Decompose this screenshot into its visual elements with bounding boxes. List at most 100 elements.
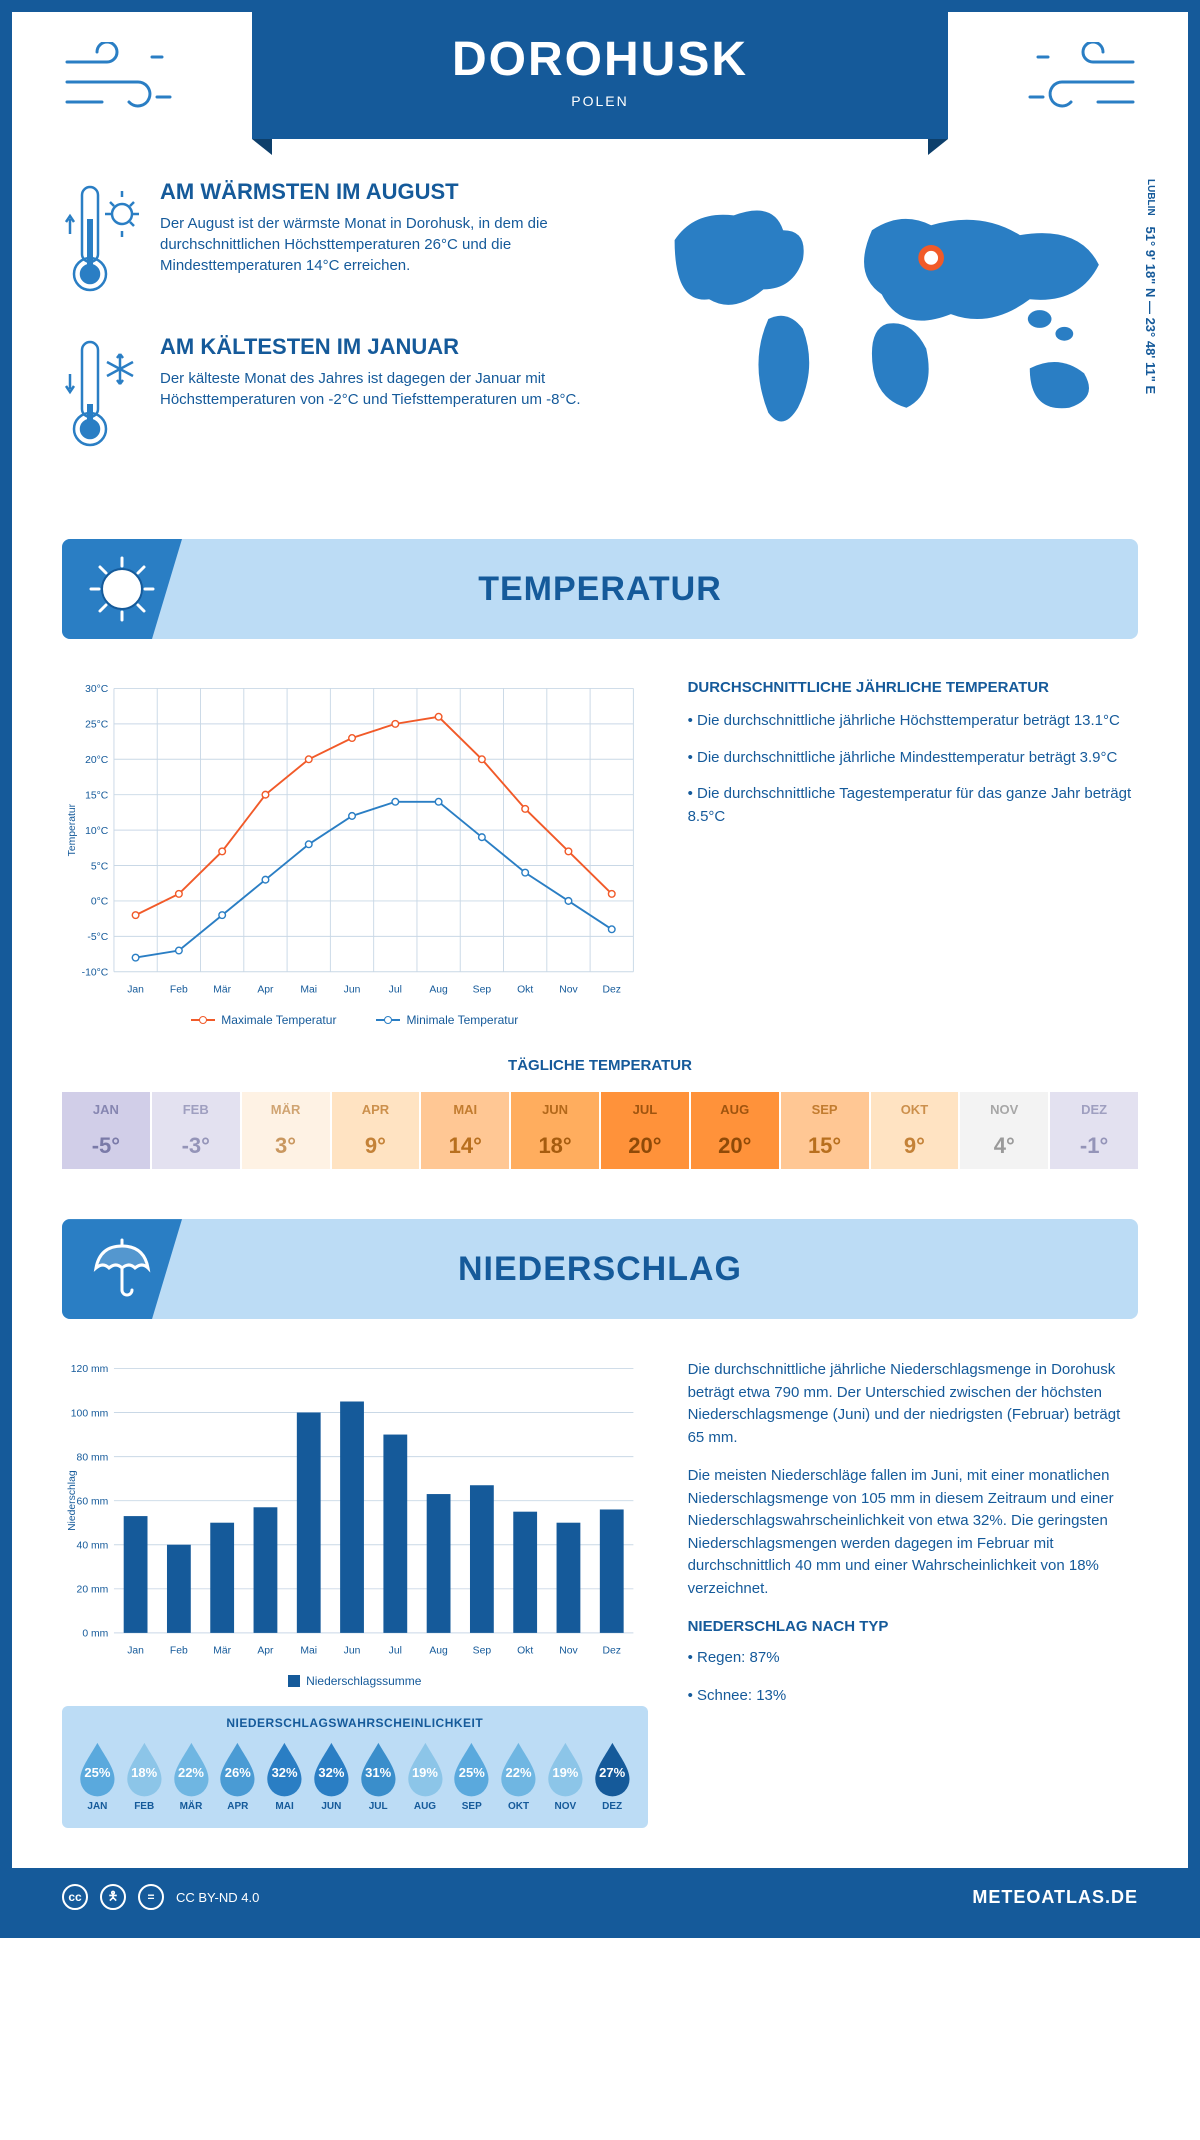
svg-text:Mär: Mär xyxy=(213,1646,231,1657)
svg-text:0 mm: 0 mm xyxy=(82,1629,108,1640)
temp-cell: OKT9° xyxy=(871,1092,959,1169)
umbrella-icon xyxy=(62,1219,182,1319)
intro-section: AM WÄRMSTEN IM AUGUST Der August ist der… xyxy=(12,139,1188,519)
svg-text:100 mm: 100 mm xyxy=(71,1408,108,1419)
cc-icon: cc xyxy=(62,1884,88,1910)
precipitation-bar-chart: 0 mm 20 mm 40 mm 60 mm 80 mm 100 mm 120 mm Jan F… xyxy=(62,1359,648,1688)
svg-text:10°C: 10°C xyxy=(85,826,109,837)
temp-cell: JUN18° xyxy=(511,1092,599,1169)
temp-cell: FEB-3° xyxy=(152,1092,240,1169)
svg-text:Jan: Jan xyxy=(127,1646,144,1657)
svg-text:Mai: Mai xyxy=(300,1646,317,1657)
svg-text:Okt: Okt xyxy=(517,985,533,996)
world-map xyxy=(645,179,1138,459)
svg-text:Aug: Aug xyxy=(429,1646,448,1657)
svg-text:Jun: Jun xyxy=(344,985,361,996)
temp-cell: AUG20° xyxy=(691,1092,779,1169)
svg-text:Feb: Feb xyxy=(170,1646,188,1657)
temp-cell: SEP15° xyxy=(781,1092,869,1169)
chart-legend: Maximale Temperatur Minimale Temperatur xyxy=(62,1013,648,1027)
temp-cell: NOV4° xyxy=(960,1092,1048,1169)
probability-drop: 31%JUL xyxy=(357,1740,400,1812)
daily-temperature-table: TÄGLICHE TEMPERATUR JAN-5°FEB-3°MÄR3°APR… xyxy=(12,1047,1188,1199)
svg-text:Dez: Dez xyxy=(603,985,621,996)
svg-text:Okt: Okt xyxy=(517,1646,533,1657)
coldest-block: AM KÄLTESTEN IM JANUAR Der kälteste Mona… xyxy=(62,334,605,459)
svg-text:30°C: 30°C xyxy=(85,684,109,695)
license-text: CC BY-ND 4.0 xyxy=(176,1890,259,1905)
svg-text:15°C: 15°C xyxy=(85,790,109,801)
temp-cell: APR9° xyxy=(332,1092,420,1169)
svg-text:Nov: Nov xyxy=(559,985,578,996)
svg-text:0°C: 0°C xyxy=(91,897,109,908)
svg-text:Jul: Jul xyxy=(389,1646,402,1657)
svg-text:Aug: Aug xyxy=(429,985,448,996)
temp-cell: MÄR3° xyxy=(242,1092,330,1169)
probability-drop: 22%MÄR xyxy=(170,1740,213,1812)
country-name: POLEN xyxy=(252,93,948,109)
warmest-block: AM WÄRMSTEN IM AUGUST Der August ist der… xyxy=(62,179,605,304)
svg-text:5°C: 5°C xyxy=(91,861,109,872)
svg-text:Apr: Apr xyxy=(257,1646,274,1657)
temp-cell: DEZ-1° xyxy=(1050,1092,1138,1169)
temperature-line-chart: -10°C -5°C 0°C 5°C 10°C 15°C 20°C 25°C 30°C Jan Fe… xyxy=(62,679,648,1027)
svg-text:Mai: Mai xyxy=(300,985,317,996)
sun-icon xyxy=(62,539,182,639)
title-banner: DOROHUSK POLEN xyxy=(252,12,948,139)
svg-text:Jul: Jul xyxy=(389,985,402,996)
city-name: DOROHUSK xyxy=(252,32,948,87)
svg-text:-5°C: -5°C xyxy=(87,932,108,943)
svg-text:Temperatur: Temperatur xyxy=(67,803,78,856)
svg-text:Dez: Dez xyxy=(603,1646,621,1657)
nd-icon: = xyxy=(138,1884,164,1910)
thermometer-hot-icon xyxy=(62,179,142,304)
svg-text:Mär: Mär xyxy=(213,985,231,996)
wind-icon xyxy=(1018,42,1138,122)
probability-drop: 32%JUN xyxy=(310,1740,353,1812)
probability-drop: 25%JAN xyxy=(76,1740,119,1812)
probability-drop: 19%NOV xyxy=(544,1740,587,1812)
probability-drop: 32%MAI xyxy=(263,1740,306,1812)
svg-text:-10°C: -10°C xyxy=(82,968,109,979)
svg-text:20°C: 20°C xyxy=(85,755,109,766)
world-map-panel: LUBLIN 51° 9' 18" N — 23° 48' 11" E xyxy=(645,179,1138,489)
temperature-heading: TEMPERATUR xyxy=(478,570,722,609)
svg-text:Sep: Sep xyxy=(473,985,492,996)
svg-text:20 mm: 20 mm xyxy=(77,1585,109,1596)
svg-text:Niederschlag: Niederschlag xyxy=(67,1470,78,1531)
probability-drop: 22%OKT xyxy=(497,1740,540,1812)
coldest-text: Der kälteste Monat des Jahres ist dagege… xyxy=(160,368,605,410)
warmest-title: AM WÄRMSTEN IM AUGUST xyxy=(160,179,605,205)
precipitation-probability-panel: NIEDERSCHLAGSWAHRSCHEINLICHKEIT 25%JAN18… xyxy=(62,1706,648,1828)
precipitation-banner: NIEDERSCHLAG xyxy=(62,1219,1138,1319)
temperature-banner: TEMPERATUR xyxy=(62,539,1138,639)
svg-text:40 mm: 40 mm xyxy=(77,1541,109,1552)
temperature-summary: DURCHSCHNITTLICHE JÄHRLICHE TEMPERATUR •… xyxy=(688,679,1138,1027)
coordinates: LUBLIN 51° 9' 18" N — 23° 48' 11" E xyxy=(1143,179,1158,394)
svg-text:80 mm: 80 mm xyxy=(77,1452,109,1463)
temp-cell: MAI14° xyxy=(421,1092,509,1169)
probability-drop: 27%DEZ xyxy=(591,1740,634,1812)
probability-drop: 25%SEP xyxy=(450,1740,493,1812)
svg-text:Nov: Nov xyxy=(559,1646,578,1657)
svg-text:60 mm: 60 mm xyxy=(77,1497,109,1508)
svg-text:Jun: Jun xyxy=(344,1646,361,1657)
infographic-page: DOROHUSK POLEN AM WÄRMSTEN IM AUGUST Der… xyxy=(0,0,1200,1938)
svg-text:25°C: 25°C xyxy=(85,720,109,731)
thermometer-cold-icon xyxy=(62,334,142,459)
svg-text:Jan: Jan xyxy=(127,985,144,996)
brand-text: METEOATLAS.DE xyxy=(972,1887,1138,1908)
by-icon: 🯅 xyxy=(100,1884,126,1910)
probability-drop: 26%APR xyxy=(216,1740,259,1812)
temp-cell: JUL20° xyxy=(601,1092,689,1169)
svg-text:Feb: Feb xyxy=(170,985,188,996)
temp-cell: JAN-5° xyxy=(62,1092,150,1169)
probability-drop: 18%FEB xyxy=(123,1740,166,1812)
coldest-title: AM KÄLTESTEN IM JANUAR xyxy=(160,334,605,360)
wind-icon xyxy=(62,42,182,122)
probability-drop: 19%AUG xyxy=(404,1740,447,1812)
svg-text:120 mm: 120 mm xyxy=(71,1364,108,1375)
precipitation-summary: Die durchschnittliche jährliche Niedersc… xyxy=(688,1359,1138,1828)
svg-text:Sep: Sep xyxy=(473,1646,492,1657)
footer: cc 🯅 = CC BY-ND 4.0 METEOATLAS.DE xyxy=(12,1868,1188,1926)
